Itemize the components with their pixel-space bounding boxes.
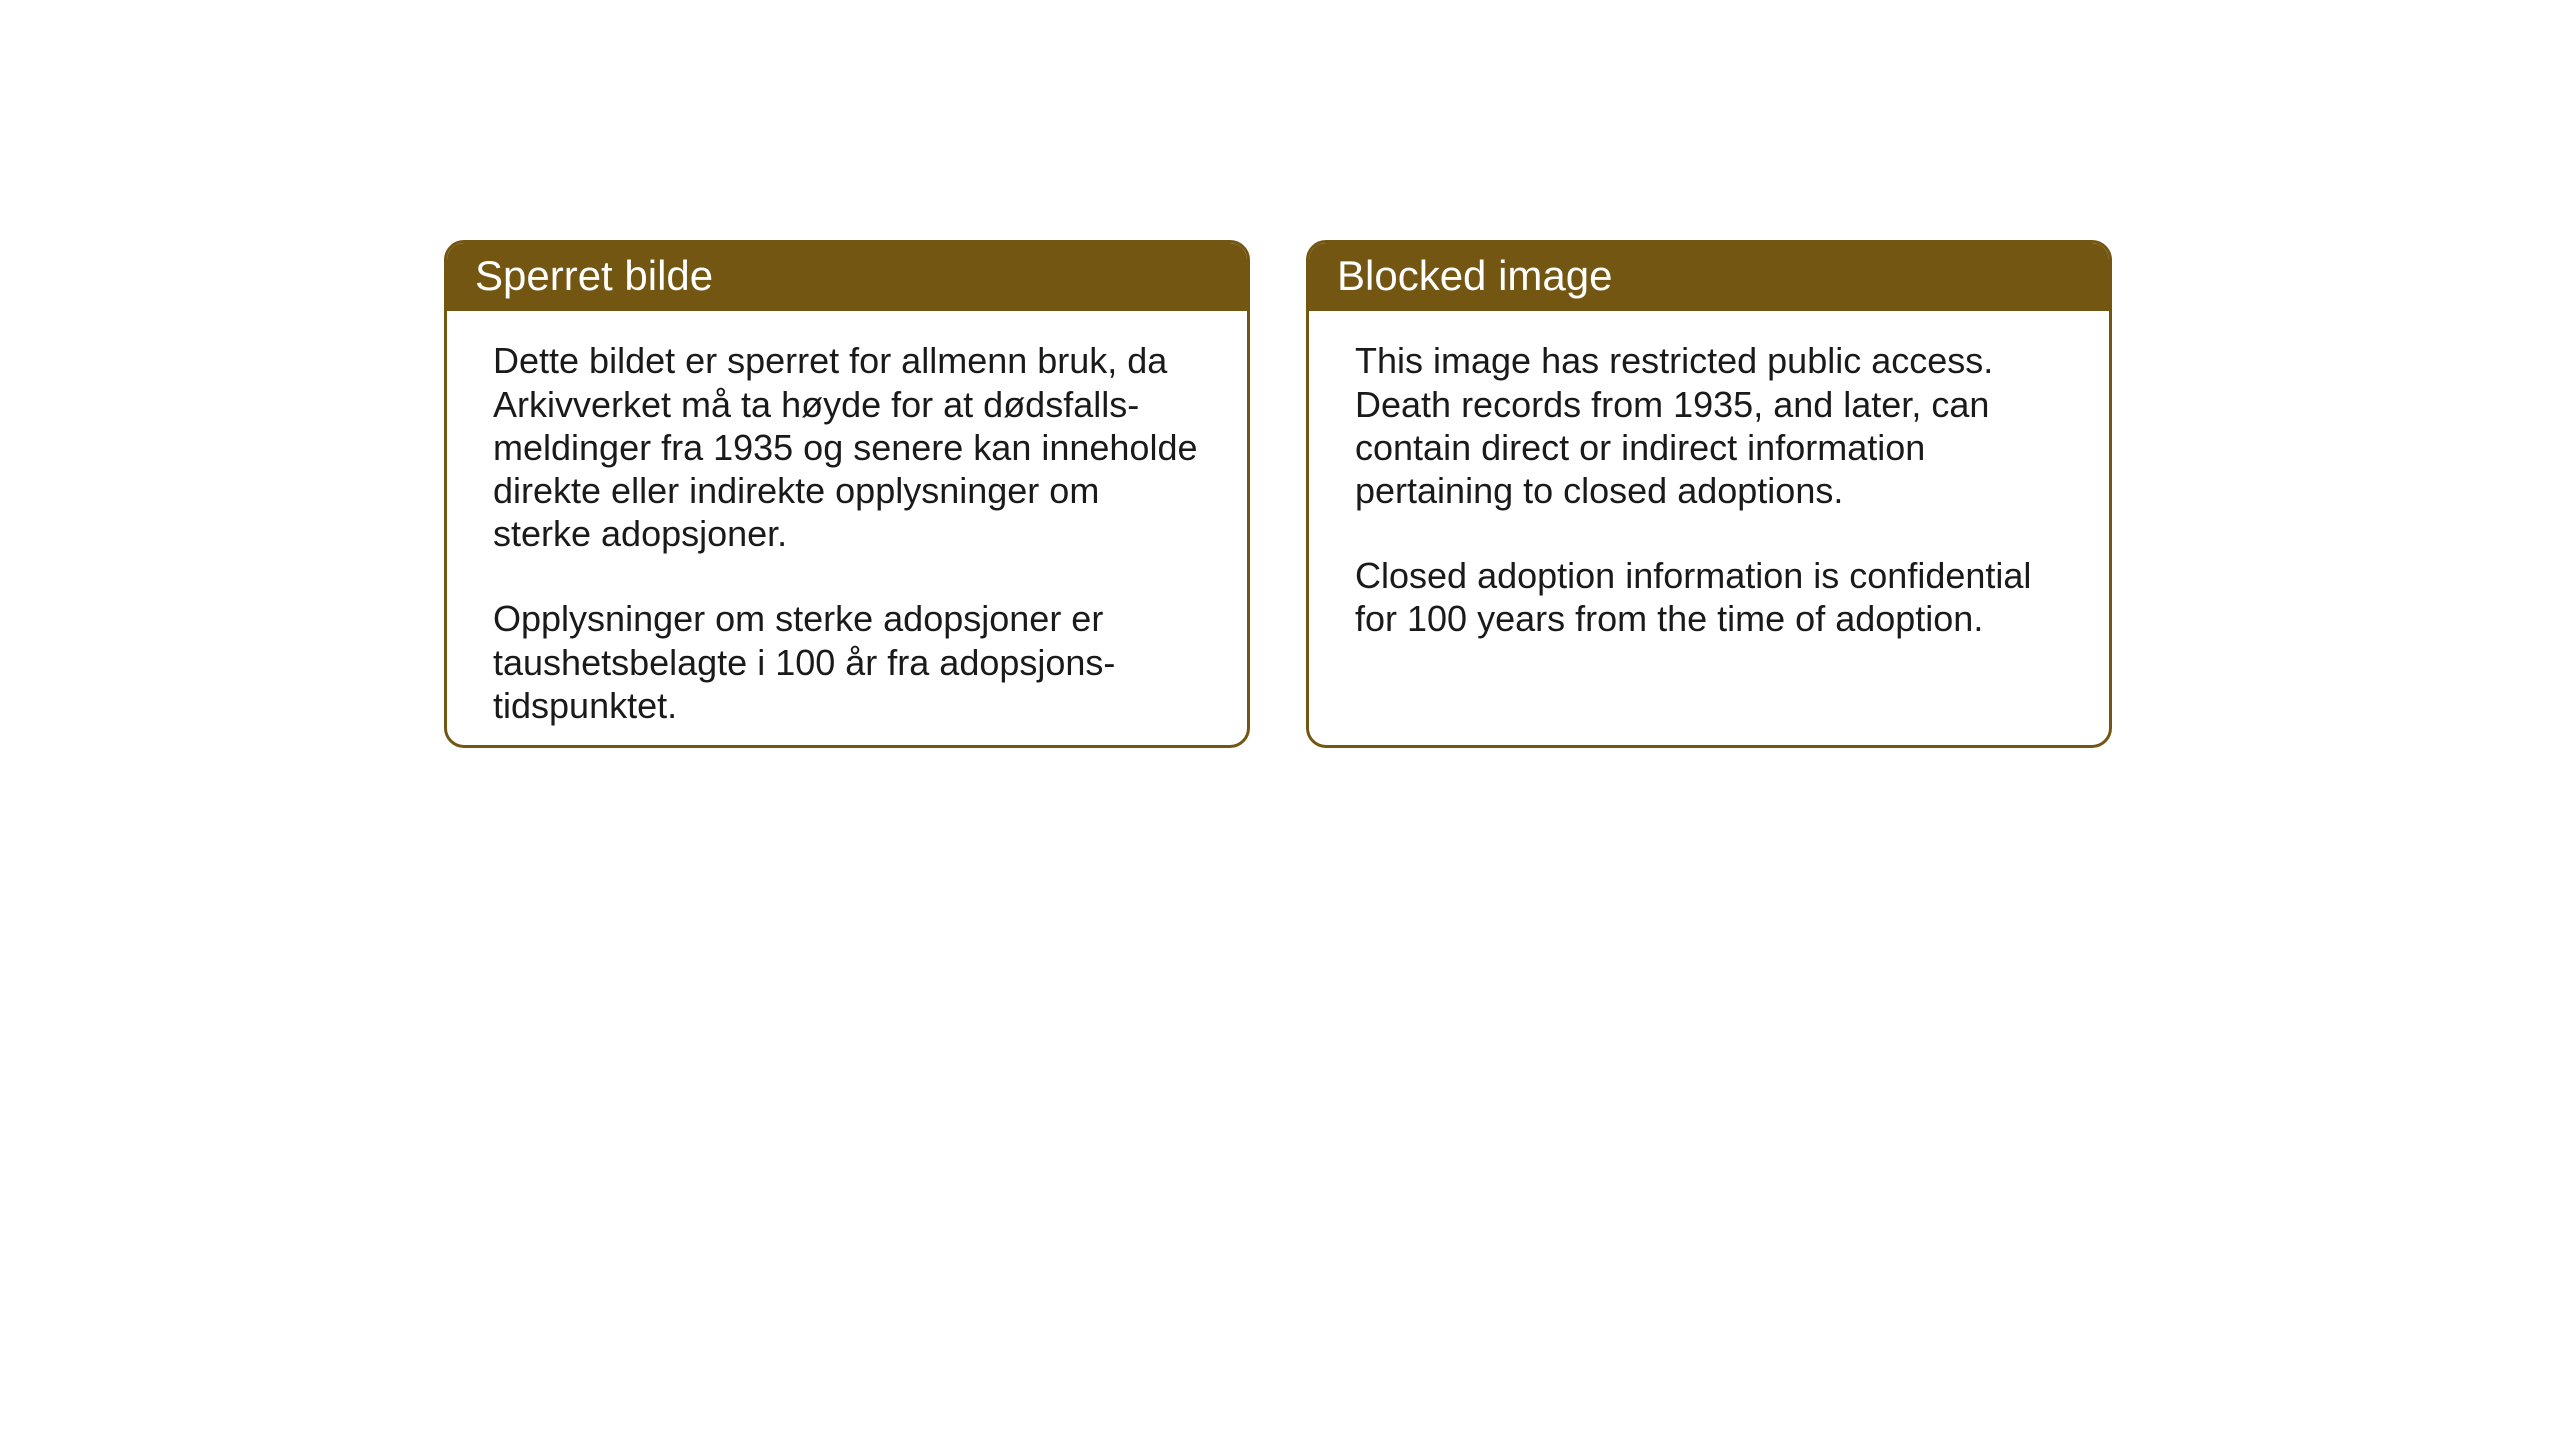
english-info-card: Blocked image This image has restricted …: [1306, 240, 2112, 748]
norwegian-info-card: Sperret bilde Dette bildet er sperret fo…: [444, 240, 1250, 748]
english-paragraph-2: Closed adoption information is confident…: [1355, 554, 2063, 640]
cards-container: Sperret bilde Dette bildet er sperret fo…: [444, 240, 2112, 748]
norwegian-paragraph-1: Dette bildet er sperret for allmenn bruk…: [493, 339, 1201, 555]
english-card-body: This image has restricted public access.…: [1309, 311, 2109, 668]
norwegian-card-body: Dette bildet er sperret for allmenn bruk…: [447, 311, 1247, 748]
norwegian-paragraph-2: Opplysninger om sterke adopsjoner er tau…: [493, 597, 1201, 727]
norwegian-card-title: Sperret bilde: [447, 243, 1247, 311]
english-paragraph-1: This image has restricted public access.…: [1355, 339, 2063, 512]
english-card-title: Blocked image: [1309, 243, 2109, 311]
